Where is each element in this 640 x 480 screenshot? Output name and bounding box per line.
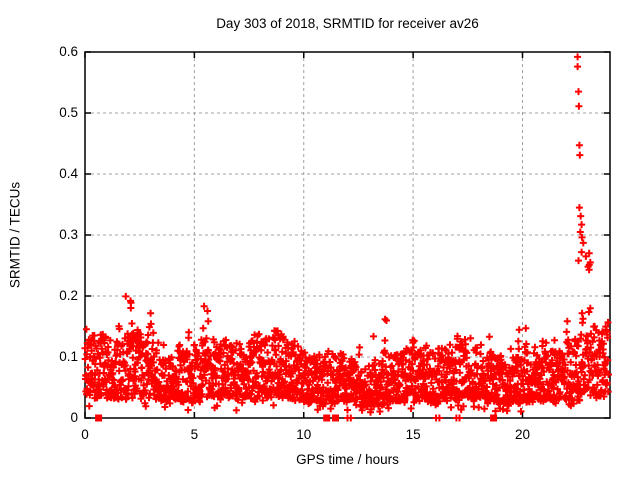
x-tick-label: 5 — [190, 427, 199, 442]
chart-title: Day 303 of 2018, SRMTID for receiver av2… — [216, 16, 479, 31]
x-tick-label: 0 — [81, 427, 89, 442]
y-tick-label: 0.4 — [59, 166, 78, 181]
gridlines — [85, 52, 610, 418]
x-tick-label: 20 — [514, 427, 531, 442]
x-tick-label: 15 — [405, 427, 421, 442]
y-tick-label: 0.2 — [59, 288, 78, 303]
x-axis-label: GPS time / hours — [296, 452, 399, 467]
y-tick-label: 0.3 — [59, 227, 78, 242]
y-tick-label: 0.5 — [59, 105, 78, 120]
y-tick-label: 0.1 — [59, 349, 78, 364]
y-tick-label: 0.6 — [59, 44, 78, 59]
x-tick-label: 10 — [296, 427, 312, 442]
y-tick-label: 0 — [70, 410, 78, 425]
data-points — [81, 53, 612, 422]
